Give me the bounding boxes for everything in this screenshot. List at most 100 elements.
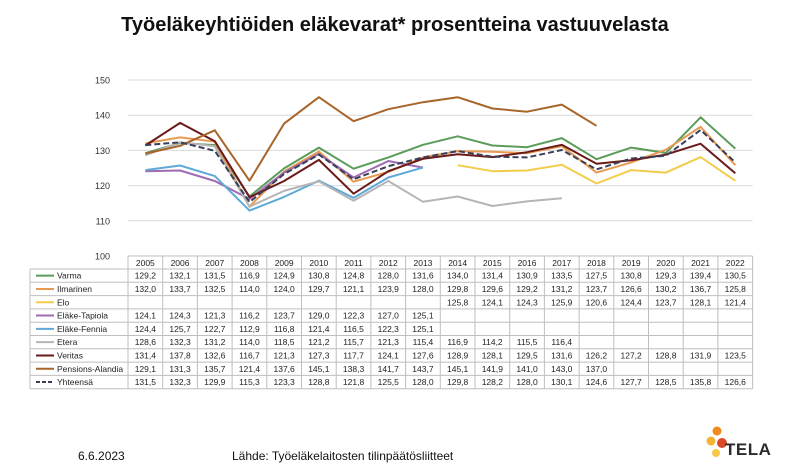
x-tick-label: 2008 <box>240 258 259 268</box>
data-label: 114,0 <box>239 337 260 347</box>
data-label: 131,4 <box>482 271 504 281</box>
data-label: 136,7 <box>690 284 712 294</box>
data-label: 116,9 <box>447 337 468 347</box>
data-label: 124,8 <box>343 271 365 281</box>
data-label: 129,8 <box>447 377 469 387</box>
data-label: 121,1 <box>343 284 365 294</box>
data-label: 121,4 <box>239 364 261 374</box>
data-label: 125,1 <box>412 311 434 321</box>
data-label: 145,1 <box>447 364 469 374</box>
data-label: 128,5 <box>655 377 677 387</box>
data-label: 124,9 <box>274 271 296 281</box>
data-label: 123,9 <box>378 284 400 294</box>
legend-label: Varma <box>57 271 82 281</box>
data-label: 124,0 <box>274 284 296 294</box>
data-label: 129,6 <box>482 284 504 294</box>
data-label: 118,5 <box>274 337 295 347</box>
series-line-el-ke-tapiola <box>145 152 424 200</box>
data-label: 123,7 <box>655 297 677 307</box>
data-label: 125,5 <box>378 377 400 387</box>
legend-label: Etera <box>57 337 78 347</box>
data-label: 115,4 <box>413 337 434 347</box>
data-label: 123,7 <box>586 284 608 294</box>
data-label: 132,6 <box>204 350 226 360</box>
data-label: 128,6 <box>135 337 157 347</box>
series-line-pensions-alandia <box>145 96 598 182</box>
series-line-veritas <box>144 121 736 199</box>
data-label: 141,0 <box>516 364 538 374</box>
legend-label: Eläke-Fennia <box>57 324 107 334</box>
y-tick-label: 100 <box>95 252 110 262</box>
x-tick-label: 2015 <box>483 258 502 268</box>
data-label: 125,8 <box>447 297 469 307</box>
data-label: 130,2 <box>655 284 677 294</box>
data-label: 127,2 <box>621 350 643 360</box>
data-label: 132,5 <box>204 284 226 294</box>
data-label: 132,1 <box>169 271 191 281</box>
data-label: 121,4 <box>725 297 747 307</box>
data-label: 130,1 <box>551 377 573 387</box>
x-tick-label: 2020 <box>656 258 675 268</box>
x-tick-label: 2011 <box>344 258 363 268</box>
data-label: 124,1 <box>135 311 157 321</box>
data-label: 129,0 <box>308 311 330 321</box>
data-label: 128,0 <box>412 377 434 387</box>
data-label: 132,3 <box>169 337 191 347</box>
series-line-elo <box>457 156 736 185</box>
data-label: 128,0 <box>412 284 434 294</box>
data-label: 123,5 <box>725 350 747 360</box>
data-label: 126,2 <box>586 350 608 360</box>
data-label: 129,7 <box>308 284 330 294</box>
data-label: 143,0 <box>551 364 573 374</box>
y-axis-ticks: 100 110 120 130 140 150 <box>95 76 110 262</box>
data-label: 137,8 <box>169 350 191 360</box>
data-label: 114,2 <box>482 337 503 347</box>
logo-dot <box>706 436 716 446</box>
chart-title: Työeläkeyhtiöiden eläkevarat* prosenttei… <box>121 14 669 36</box>
data-label: 131,6 <box>551 350 573 360</box>
data-label: 130,8 <box>621 271 643 281</box>
data-label: 131,9 <box>690 350 712 360</box>
series-line-etera <box>144 141 562 208</box>
data-label: 127,7 <box>621 377 643 387</box>
data-label: 127,3 <box>308 350 330 360</box>
data-label: 121,3 <box>378 337 400 347</box>
series-line-el-ke-fennia <box>145 164 424 212</box>
data-label: 124,3 <box>169 311 191 321</box>
data-label: 135,8 <box>690 377 712 387</box>
data-label: 116,8 <box>274 324 295 334</box>
data-label: 129,1 <box>135 364 157 374</box>
legend-label: Elo <box>57 297 70 307</box>
x-tick-label: 2016 <box>518 258 537 268</box>
x-tick-label: 2012 <box>379 258 398 268</box>
legend-label: Eläke-Tapiola <box>57 311 108 321</box>
data-label: 135,7 <box>204 364 226 374</box>
legend-label: Veritas <box>57 350 83 360</box>
footer-source: Lähde: Työeläkelaitosten tilinpäätösliit… <box>232 449 454 463</box>
data-label: 141,7 <box>378 364 400 374</box>
data-label: 125,1 <box>412 324 434 334</box>
data-label: 129,5 <box>516 350 538 360</box>
series-lines <box>144 96 737 212</box>
x-tick-label: 2022 <box>726 258 745 268</box>
data-label: 132,0 <box>135 284 157 294</box>
data-label: 124,4 <box>135 324 157 334</box>
data-label: 125,9 <box>551 297 573 307</box>
data-label: 115,7 <box>343 337 364 347</box>
data-label: 130,5 <box>725 271 747 281</box>
data-label: 134,0 <box>447 271 469 281</box>
y-tick-label: 130 <box>95 146 110 156</box>
x-tick-label: 2021 <box>691 258 710 268</box>
data-label: 125,8 <box>725 284 747 294</box>
data-label: 117,7 <box>343 350 364 360</box>
data-label: 131,3 <box>169 364 191 374</box>
data-label: 141,9 <box>482 364 504 374</box>
data-label: 124,1 <box>378 350 400 360</box>
data-label: 127,6 <box>412 350 434 360</box>
data-label: 112,9 <box>239 324 260 334</box>
logo-dot <box>712 449 720 457</box>
data-label: 129,9 <box>204 377 226 387</box>
data-table: 2005 2006 2007 2008 2009 2010 2011 2012 2013 2014… <box>29 255 754 390</box>
data-label: 129,8 <box>447 284 469 294</box>
data-label: 129,2 <box>135 271 157 281</box>
